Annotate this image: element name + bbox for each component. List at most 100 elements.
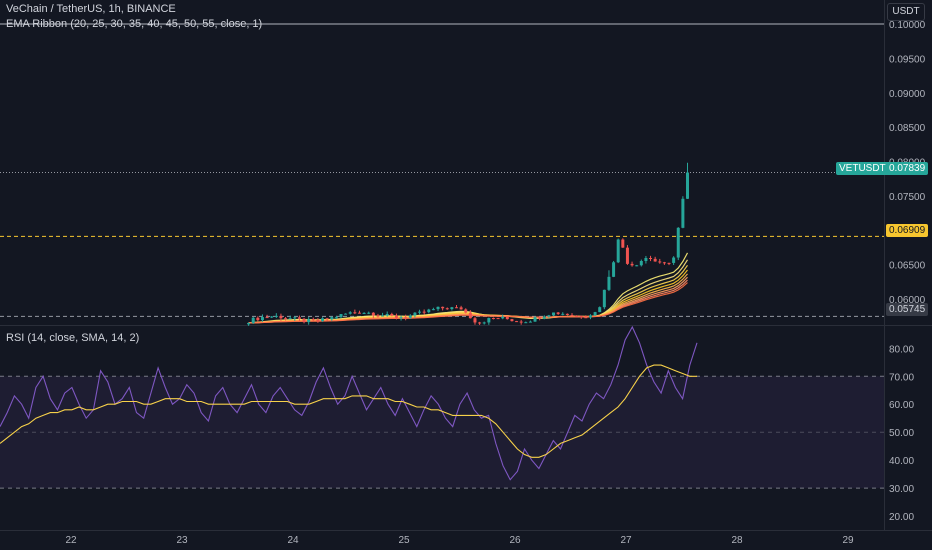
candle-body (602, 289, 606, 308)
time-tick-label: 23 (176, 535, 188, 546)
symbol-title[interactable]: VeChain / TetherUS, 1h, BINANCE (6, 3, 176, 15)
time-tick-label: 24 (287, 535, 299, 546)
candle-body (325, 318, 329, 320)
rsi-tick-label: 70.00 (889, 372, 914, 383)
rsi-legend[interactable]: RSI (14, close, SMA, 14, 2) (6, 332, 140, 344)
candle-body (478, 322, 482, 324)
candle-body (302, 318, 306, 323)
candle-body (561, 313, 565, 315)
candle-body (676, 227, 680, 258)
candle-body (455, 307, 458, 309)
candle-body (519, 321, 523, 323)
candle-body (427, 309, 431, 313)
candle-body (607, 276, 611, 290)
candle-body (496, 318, 500, 320)
candle-body (639, 261, 643, 266)
candle-body (274, 315, 278, 317)
candle-body (413, 312, 417, 316)
candle-body (418, 311, 422, 313)
candle-body (579, 315, 583, 318)
candle-body (482, 322, 486, 324)
time-tick-label: 28 (731, 535, 743, 546)
candle-body (371, 312, 375, 316)
price-tick-label: 0.10000 (889, 20, 926, 31)
grid (0, 0, 932, 531)
ema-ribbon-legend[interactable]: EMA Ribbon (20, 25, 30, 35, 40, 45, 50, … (6, 18, 263, 30)
rsi-ma-line (0, 364, 697, 458)
candle-body (348, 312, 352, 314)
candle-body (385, 314, 389, 316)
candle-body (362, 312, 366, 314)
rsi-tick-label: 40.00 (889, 456, 914, 467)
candle-body (630, 263, 634, 266)
rsi-tick-label: 60.00 (889, 400, 914, 411)
candle-body (672, 257, 676, 263)
candle-body (422, 311, 426, 313)
rsi-tick-label: 80.00 (889, 344, 914, 355)
candle-body (404, 317, 408, 319)
candle-body (686, 172, 689, 199)
price-tick-label: 0.09500 (889, 54, 926, 65)
candle-body (367, 312, 371, 314)
candle-body (265, 317, 269, 319)
candle-body (542, 316, 546, 319)
currency-button[interactable]: USDT (887, 3, 925, 21)
candle-body (644, 257, 648, 262)
candle-body (334, 317, 338, 319)
candle-body (459, 307, 463, 310)
last-price-tag: 0.07839 (886, 162, 929, 175)
candle-body (311, 319, 315, 321)
candle-body (445, 308, 449, 310)
rsi-lines (0, 325, 698, 481)
candle-body (598, 307, 602, 313)
candle-body (344, 313, 348, 315)
candle-body (247, 322, 251, 325)
candle-body (284, 318, 288, 320)
candle-body (464, 309, 468, 313)
time-tick-label: 25 (398, 535, 410, 546)
candle-body (616, 239, 620, 263)
candle-body (649, 257, 653, 259)
candle-body (256, 317, 260, 321)
candle-body (487, 318, 491, 323)
candle-body (533, 317, 537, 322)
candle-body (339, 314, 343, 318)
candle-body (625, 247, 629, 264)
candle-body (667, 262, 671, 264)
candle-body (491, 318, 495, 320)
candle-body (293, 317, 297, 319)
candle-body (390, 314, 394, 316)
rsi-tick-label: 50.00 (889, 428, 914, 439)
time-tick-label: 29 (842, 535, 854, 546)
candle-body (251, 317, 255, 323)
price-tick-label: 0.06000 (889, 295, 926, 306)
candle-body (408, 315, 412, 318)
candle-body (584, 317, 588, 319)
candle-body (297, 317, 301, 319)
candle-body (635, 265, 639, 267)
candle-body (381, 315, 385, 317)
time-tick-label: 26 (509, 535, 521, 546)
candle-body (450, 307, 454, 310)
rsi-tick-label: 20.00 (889, 512, 914, 523)
candle-body (510, 319, 514, 322)
candle-body (441, 306, 445, 309)
candle-body (260, 317, 264, 321)
price-tick-label: 0.09000 (889, 89, 926, 100)
gray-level-tag: 0.05745 (886, 303, 929, 316)
candle-body (575, 315, 579, 317)
price-tick-label: 0.06500 (889, 261, 926, 272)
candle-body (547, 315, 551, 317)
candle-body (431, 309, 435, 311)
candle-body (528, 321, 532, 323)
candle-body (473, 318, 477, 323)
candle-body (436, 306, 440, 310)
candle-body (279, 315, 283, 319)
candle-body (399, 317, 403, 319)
candle-body (501, 316, 505, 319)
symbol-price-tag: VETUSDT (836, 162, 889, 175)
rsi-tick-label: 30.00 (889, 484, 914, 495)
rsi-band (0, 375, 884, 489)
